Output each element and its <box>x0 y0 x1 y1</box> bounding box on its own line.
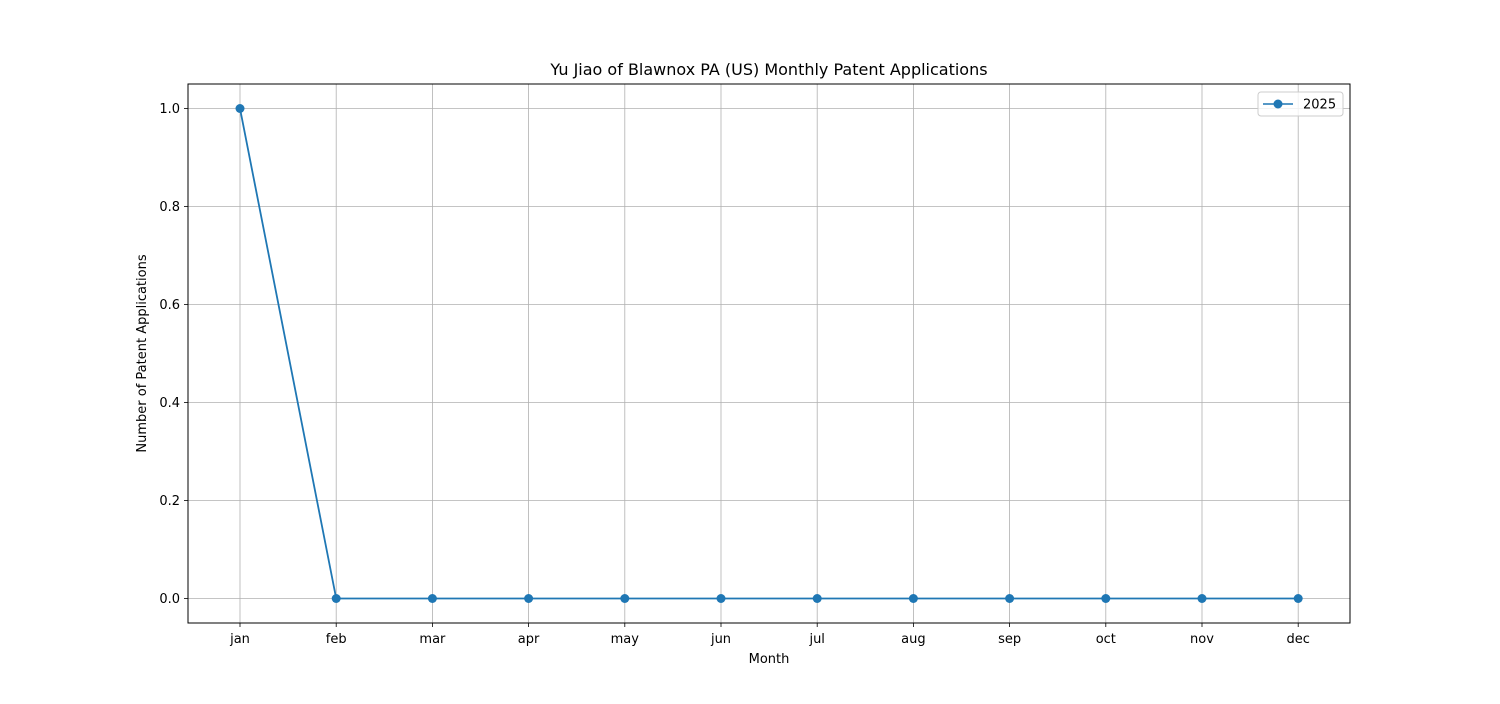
grid <box>188 84 1350 623</box>
data-point <box>331 594 341 603</box>
x-tick-label: jul <box>808 632 824 647</box>
series-line <box>239 108 1299 600</box>
data-point <box>1101 594 1111 603</box>
data-point <box>1293 594 1303 603</box>
x-tick-label: nov <box>1190 632 1214 647</box>
x-tick-label: may <box>611 632 640 647</box>
x-tick-label: mar <box>419 632 446 647</box>
y-tick-label: 0.6 <box>159 298 180 313</box>
x-tick-label: aug <box>901 632 925 647</box>
legend-label: 2025 <box>1303 98 1336 113</box>
series-layer <box>235 104 1303 603</box>
chart-title: Yu Jiao of Blawnox PA (US) Monthly Paten… <box>549 60 987 79</box>
y-tick-label: 0.2 <box>159 494 180 509</box>
legend: 2025 <box>1257 91 1344 117</box>
legend-dot-marker <box>1273 99 1283 109</box>
data-point <box>524 594 534 603</box>
y-tick-label: 1.0 <box>159 102 180 117</box>
y-tick-label: 0.4 <box>159 396 180 411</box>
data-point <box>812 594 822 603</box>
x-tick-label: jun <box>710 632 731 647</box>
plot-area <box>187 83 1351 624</box>
data-point <box>1197 594 1207 603</box>
data-point <box>1005 594 1015 603</box>
x-tick-label: oct <box>1096 632 1116 647</box>
x-tick-label: jan <box>229 632 250 647</box>
x-tick-label: apr <box>518 632 540 647</box>
x-tick-label: feb <box>326 632 347 647</box>
data-point <box>716 594 726 603</box>
x-tick-label: sep <box>998 632 1021 647</box>
data-point <box>427 594 437 603</box>
x-axis-label: Month <box>749 652 790 667</box>
x-axis-ticks: jan feb mar apr may jun jul aug sep oct nov dec <box>229 623 1310 647</box>
data-point <box>620 594 630 603</box>
y-axis-ticks: 0.0 0.2 0.4 0.6 0.8 1.0 <box>159 102 188 607</box>
data-point <box>908 594 918 603</box>
x-tick-label: dec <box>1286 632 1309 647</box>
data-point <box>235 104 245 113</box>
legend-box <box>1257 91 1344 117</box>
y-axis-label: Number of Patent Applications <box>135 254 150 452</box>
y-tick-label: 0.0 <box>159 592 180 607</box>
y-tick-label: 0.8 <box>159 200 180 215</box>
